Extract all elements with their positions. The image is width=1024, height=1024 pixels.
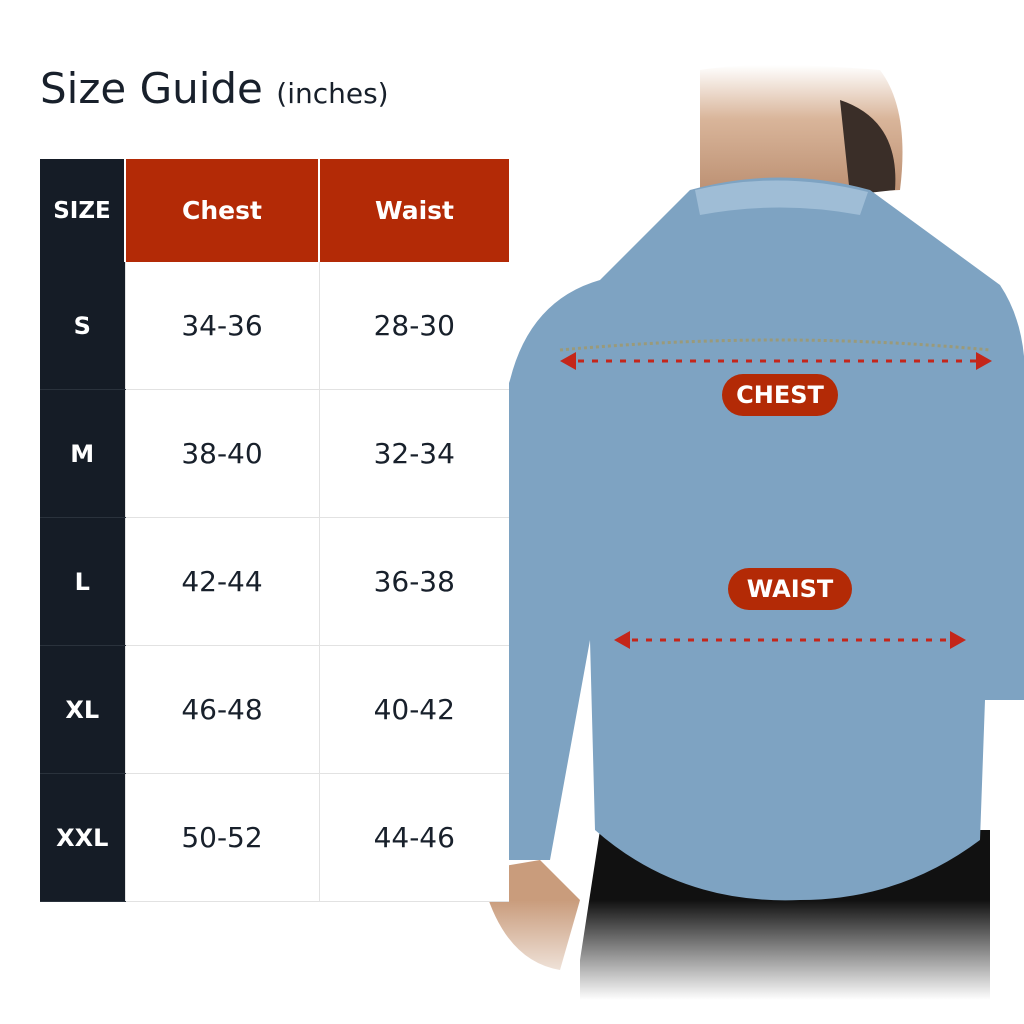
waist-cell: 40-42 xyxy=(318,645,509,774)
chest-cell: 42-44 xyxy=(124,517,319,646)
chest-cell: 34-36 xyxy=(124,262,319,390)
title-unit: (inches) xyxy=(276,77,389,110)
table-row: XXL 50-52 44-46 xyxy=(40,773,509,902)
chest-cell: 46-48 xyxy=(124,645,319,774)
size-table: SIZE Chest Waist S 34-36 28-30 M 38-40 3… xyxy=(40,159,509,902)
waist-cell: 32-34 xyxy=(318,389,509,518)
title-text: Size Guide xyxy=(40,64,263,113)
denim-shirt-photo xyxy=(460,65,1024,1000)
table-header-row: SIZE Chest Waist xyxy=(40,159,509,262)
waist-cell: 44-46 xyxy=(318,773,509,902)
table-row: S 34-36 28-30 xyxy=(40,262,509,390)
table-row: XL 46-48 40-42 xyxy=(40,645,509,774)
waist-cell: 28-30 xyxy=(318,262,509,390)
header-size: SIZE xyxy=(40,159,125,262)
size-cell: XXL xyxy=(40,773,125,902)
waist-cell: 36-38 xyxy=(318,517,509,646)
header-waist: Waist xyxy=(318,159,509,262)
chest-cell: 50-52 xyxy=(124,773,319,902)
arrow-right-icon xyxy=(976,352,992,370)
header-chest: Chest xyxy=(124,159,319,262)
waist-label: WAIST xyxy=(728,568,852,610)
arrow-left-icon xyxy=(560,352,576,370)
arrow-right-icon xyxy=(950,631,966,649)
size-cell: M xyxy=(40,389,125,518)
table-row: L 42-44 36-38 xyxy=(40,517,509,646)
size-cell: XL xyxy=(40,645,125,774)
size-cell: L xyxy=(40,517,125,646)
chest-label: CHEST xyxy=(722,374,838,416)
arrow-left-icon xyxy=(614,631,630,649)
table-row: M 38-40 32-34 xyxy=(40,389,509,518)
size-cell: S xyxy=(40,262,125,390)
page-title: Size Guide (inches) xyxy=(40,64,389,113)
chest-cell: 38-40 xyxy=(124,389,319,518)
